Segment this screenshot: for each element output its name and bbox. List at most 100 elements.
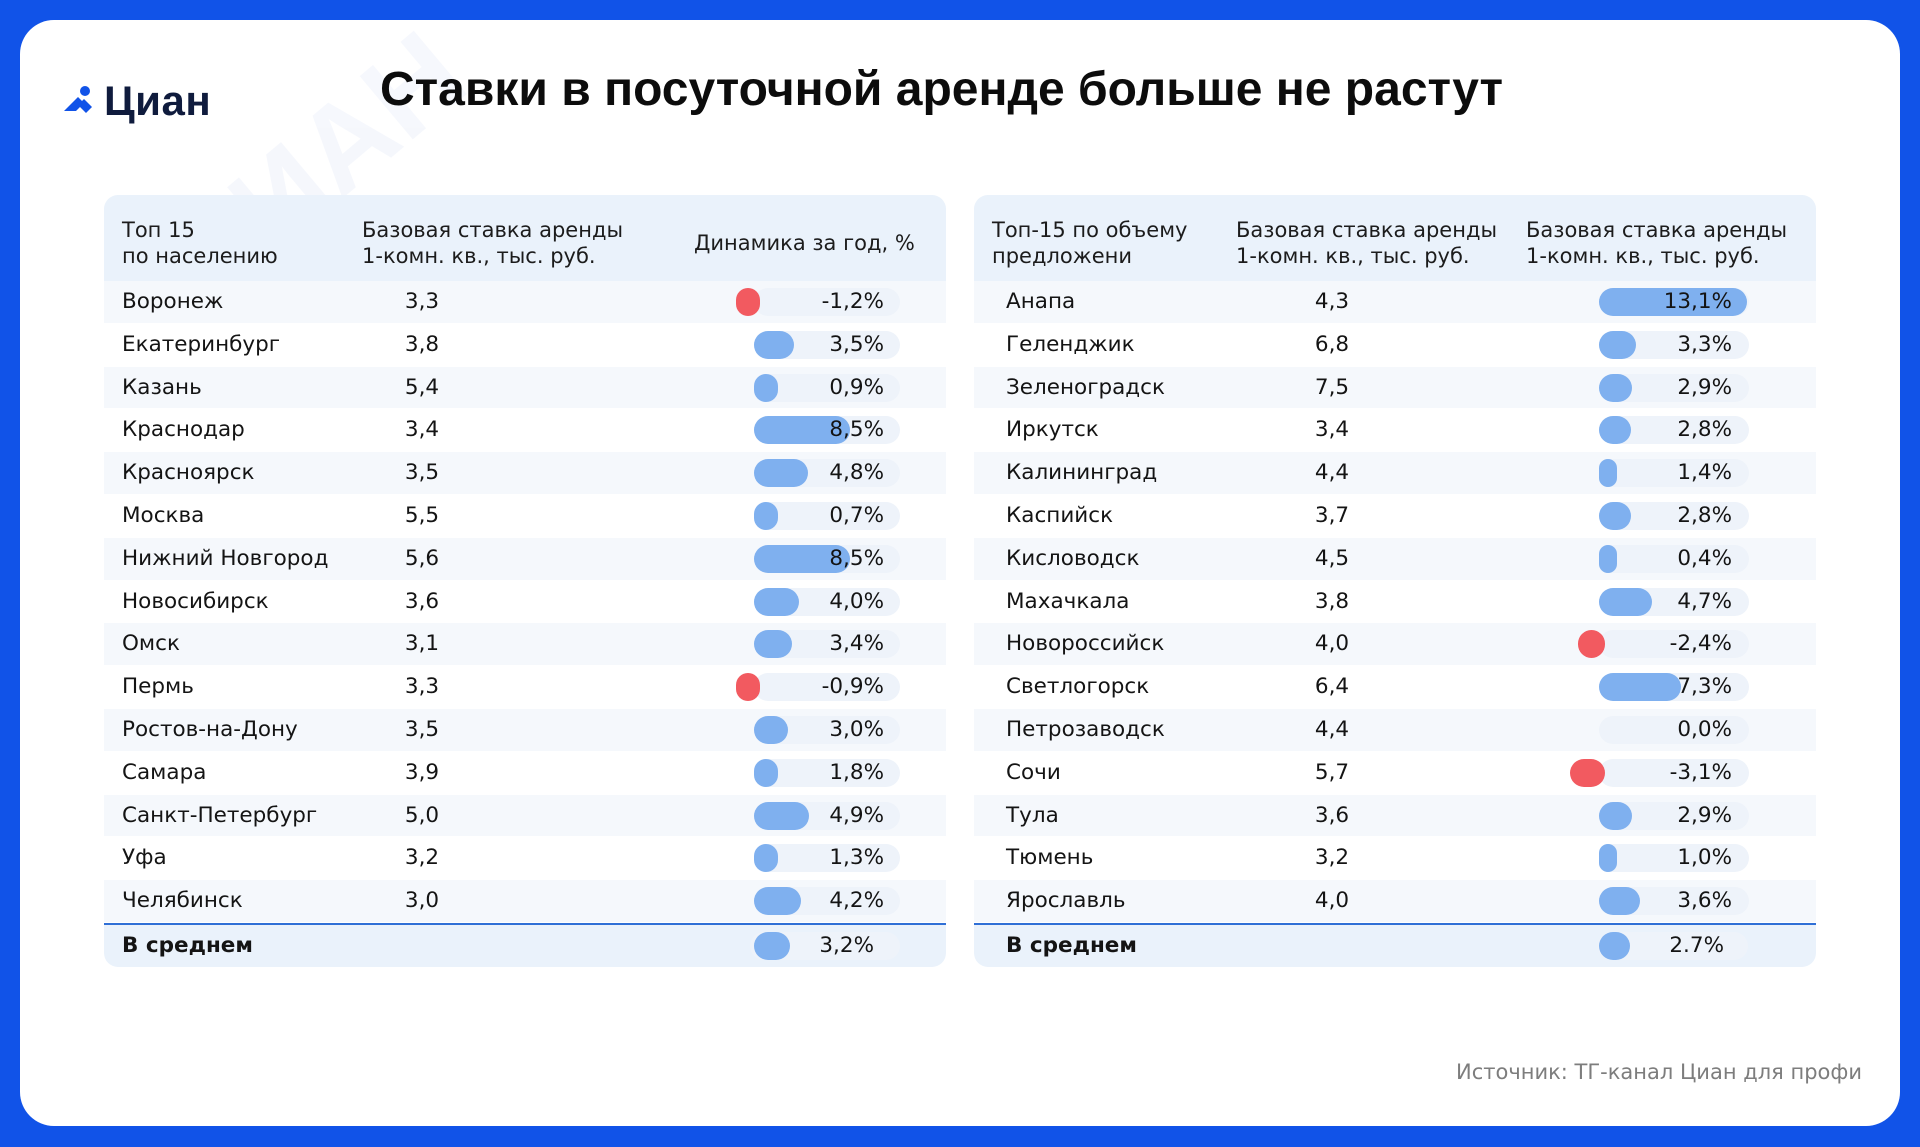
rate-value: 3,6 [1314,802,1350,828]
change-value: 0,4% [1677,545,1732,571]
bar-track [1599,630,1749,659]
table-row: Геленджик 6,8 3,3% [974,323,1816,367]
city-name: Каспийск [1006,502,1114,528]
change-bar [754,630,793,659]
change-value: 3,4% [829,631,884,657]
city-name: Казань [122,374,202,400]
table-row: Петрозаводск 4,4 0,0% [974,708,1816,752]
average-value: 3,2% [819,932,874,958]
bar-track [1599,715,1749,744]
table-row: Каспийск 3,7 2,8% [974,494,1816,538]
table-row: Ярославль 4,0 3,6% [974,880,1816,923]
change-value: 3,5% [829,331,884,357]
rate-value: 5,4 [404,374,440,400]
change-value: 4,2% [829,888,884,914]
rate-value: 6,8 [1314,331,1350,357]
rate-value: 3,3 [404,289,440,314]
change-bar [1599,501,1631,530]
city-name: Ростов-на-Дону [122,716,298,742]
table-row: Челябинск 3,0 4,2% [104,880,946,923]
change-value: 1,4% [1677,460,1732,486]
rate-value: 4,5 [1314,545,1350,571]
city-name: Уфа [122,845,167,871]
city-name: Светлогорск [1006,674,1150,700]
rate-value: 5,7 [1314,759,1350,785]
rate-value: 4,0 [1314,888,1350,914]
rate-value: 3,0 [404,888,440,914]
rate-value: 5,0 [404,802,440,828]
table-row: Самара 3,9 1,8% [104,751,946,795]
change-value: 3,0% [829,716,884,742]
brand-logo: Циан [58,58,211,144]
rate-value: 5,6 [404,545,440,571]
negative-change-bar [736,673,760,702]
change-value: 2,8% [1677,502,1732,528]
city-name: Ярославль [1006,888,1126,914]
table-row: Красноярск 3,5 4,8% [104,452,946,495]
change-bar [754,715,788,744]
rate-value: 3,5 [404,460,440,486]
negative-change-bar [736,288,760,316]
bar-track [1599,544,1749,573]
city-name: Тула [1006,802,1059,828]
change-bar [754,544,850,573]
table-row: Омск 3,1 3,4% [104,623,946,667]
city-name: Тюмень [1006,845,1094,871]
change-bar [754,501,778,530]
rate-value: 3,5 [404,716,440,742]
source-note: Источник: ТГ-канал Циан для профи [1455,1060,1862,1084]
change-value: 2,9% [1677,374,1732,400]
change-value: 1,3% [829,845,884,871]
change-value: 3,3% [1677,331,1732,357]
column-header-change: Базовая ставка аренды 1-комн. кв., тыс. … [1526,218,1788,268]
change-value: 0,9% [829,374,884,400]
change-bar [754,416,850,445]
table-row: Ростов-на-Дону 3,5 3,0% [104,708,946,752]
table-row: Екатеринбург 3,8 3,5% [104,323,946,367]
rate-value: 3,8 [1314,588,1350,614]
average-label: В среднем [122,932,253,958]
table-row: Уфа 3,2 1,3% [104,837,946,881]
change-value: 2,8% [1677,417,1732,443]
table-by-population: Топ 15 по населению Базовая ставка аренд… [104,195,946,967]
change-bar [1599,587,1653,616]
average-bar [754,931,791,960]
bar-track [754,844,900,873]
city-name: Красноярск [122,460,255,486]
table-body: Анапа 4,3 13,1% Геленджик 6,8 3,3% Зеленоградс… [974,281,1816,923]
negative-change-bar [1569,758,1605,787]
city-name: Махачкала [1006,588,1130,614]
bar-track [754,288,900,316]
change-bar [1599,288,1747,316]
city-name: Москва [122,502,205,528]
column-header-change: Динамика за год, % [694,231,915,255]
rate-value: 3,6 [404,588,440,614]
change-value: 4,8% [829,460,884,486]
table-row: Иркутск 3,4 2,8% [974,409,1816,453]
average-row: В среднем 3,2% [104,922,946,967]
table-row: Нижний Новгород 5,6 8,5% [104,537,946,581]
rate-value: 4,4 [1314,460,1350,486]
bar-track [754,673,900,702]
city-name: Воронеж [122,289,224,314]
change-bar [1599,801,1632,830]
table-row: Новосибирск 3,6 4,0% [104,580,946,624]
city-name: Краснодар [122,417,245,443]
table-row: Пермь 3,3 -0,9% [104,666,946,709]
change-value: 8,5% [829,545,884,571]
change-value: 0,7% [829,502,884,528]
city-name: Анапа [1006,289,1076,314]
city-name: Иркутск [1006,417,1099,443]
rate-value: 3,9 [404,759,440,785]
rate-value: 3,2 [1314,845,1350,871]
change-value: 1,0% [1677,845,1732,871]
table-header: Топ 15 по населению Базовая ставка аренд… [104,195,946,281]
change-value: 4,7% [1677,588,1732,614]
change-value: 2,9% [1677,802,1732,828]
table-row: Зеленоградск 7,5 2,9% [974,366,1816,410]
table-row: Сочи 5,7 -3,1% [974,751,1816,795]
rate-value: 4,0 [1314,631,1350,657]
change-value: -0,9% [821,674,884,700]
change-value: 4,0% [829,588,884,614]
column-header-city: Топ 15 по населению [122,218,278,268]
